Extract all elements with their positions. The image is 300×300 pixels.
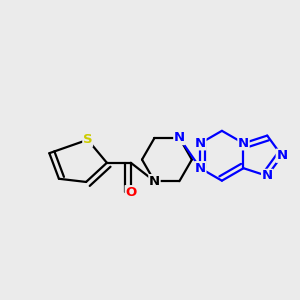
Text: N: N (276, 149, 287, 162)
Text: N: N (174, 131, 185, 145)
Text: N: N (238, 137, 249, 150)
Text: N: N (262, 169, 273, 182)
Text: S: S (83, 133, 92, 146)
Text: N: N (149, 175, 160, 188)
Text: N: N (195, 162, 206, 175)
Text: O: O (125, 186, 136, 199)
Text: N: N (195, 137, 206, 150)
